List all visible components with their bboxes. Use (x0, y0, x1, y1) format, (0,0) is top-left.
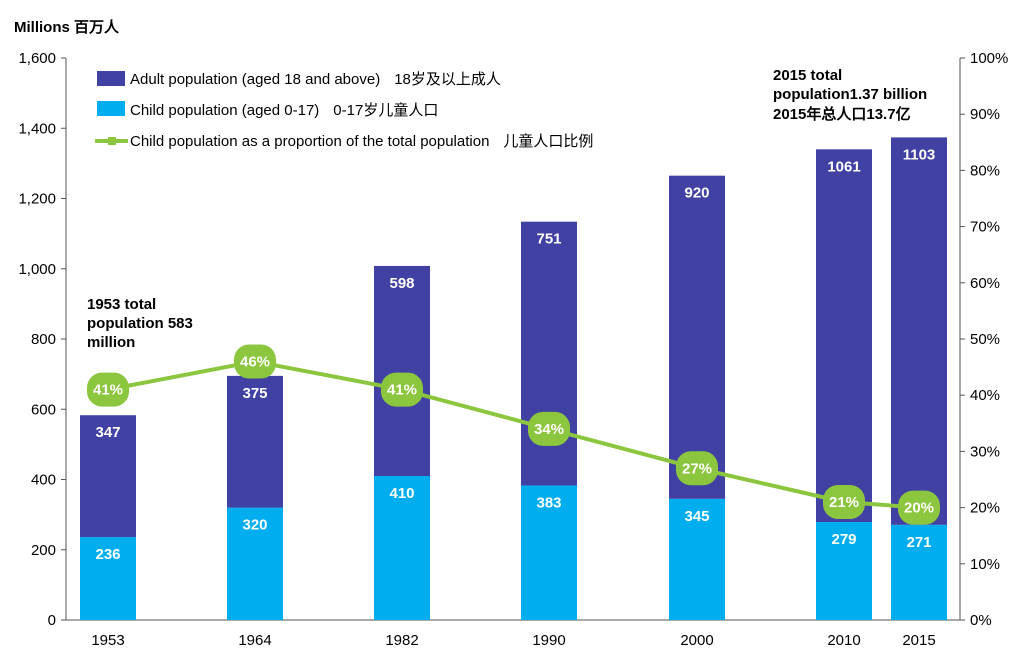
proportion-label-1964: 46% (240, 353, 270, 370)
y2-tick-label: 10% (970, 556, 1000, 573)
x-labels: 1953 1964 1982 1990 2000 2010 2015 (91, 632, 935, 649)
x-tick-label: 2000 (680, 632, 713, 649)
bar-label-adult-2000: 920 (684, 185, 709, 202)
y-tick-label: 200 (31, 542, 56, 559)
bar-label-adult-1982: 598 (389, 275, 414, 292)
bar-adult-2015 (891, 137, 947, 525)
y-ticks: 0 200 400 600 800 1,000 1,200 1,400 1,600 (18, 50, 66, 629)
annotation-2015-line-3: 2015年总人口13.7亿 (773, 105, 911, 123)
y2-tick-label: 100% (970, 50, 1008, 67)
proportion-marker-2015 (898, 490, 940, 525)
y-tick-label: 1,600 (18, 50, 56, 67)
legend-line-marker (108, 137, 116, 145)
chart-title: Millions 百万人 (14, 19, 120, 36)
y-tick-label: 1,000 (18, 261, 56, 278)
proportion-label-1953: 41% (93, 382, 123, 399)
legend-swatch-adult (97, 71, 125, 86)
y-tick-label: 0 (48, 612, 56, 629)
annotation-2015-total: 2015 total population1.37 billion 2015年总… (773, 67, 927, 123)
y2-tick-label: 80% (970, 162, 1000, 179)
annotation-2015-line-1: 2015 total (773, 67, 842, 84)
bar-label-child-2010: 279 (831, 531, 856, 548)
proportion-label-2010: 21% (829, 494, 859, 511)
bar-child-1990 (521, 485, 577, 620)
bar-adult-1982 (374, 265, 430, 476)
annotation-1953-line-2: population 583 (87, 315, 193, 332)
annotation-1953-line-1: 1953 total (87, 296, 156, 313)
bar-child-2010 (816, 522, 872, 620)
proportion-label-1982: 41% (387, 382, 417, 399)
y-tick-label: 1,200 (18, 191, 56, 208)
bar-label-adult-2010: 1061 (827, 158, 860, 175)
proportion-marker-1982 (381, 372, 423, 407)
y-tick-label: 1,400 (18, 120, 56, 137)
bar-adult-2010 (816, 149, 872, 523)
y2-tick-label: 70% (970, 219, 1000, 236)
y2-tick-label: 50% (970, 331, 1000, 348)
y-tick-label: 600 (31, 401, 56, 418)
bar-label-adult-2015: 1103 (903, 146, 936, 163)
y2-tick-label: 90% (970, 106, 1000, 123)
x-tick-label: 1990 (532, 632, 565, 649)
proportion-label-2015: 20% (904, 500, 934, 517)
y2-tick-label: 60% (970, 275, 1000, 292)
x-tick-label: 1964 (238, 632, 271, 649)
bar-label-adult-1964: 375 (242, 385, 267, 402)
bar-child-1964 (227, 507, 283, 620)
legend-label-child: Child population (aged 0-17) 0-17岁儿童人口 (130, 101, 438, 119)
legend-label-adult: Adult population (aged 18 and above) 18岁及… (130, 71, 501, 88)
bar-label-child-1982: 410 (389, 485, 414, 502)
y-tick-label: 400 (31, 472, 56, 489)
annotation-2015-line-2: population1.37 billion (773, 86, 927, 103)
annotation-1953-total: 1953 total population 583 million (87, 296, 193, 351)
x-tick-label: 1982 (385, 632, 418, 649)
annotation-1953-line-3: million (87, 334, 135, 351)
proportion-marker-1964 (234, 344, 276, 379)
bar-child-2015 (891, 524, 947, 620)
x-tick-label: 2015 (902, 632, 935, 649)
proportion-marker-1990 (528, 411, 570, 446)
bar-child-1982 (374, 475, 430, 620)
x-tick-label: 2010 (827, 632, 860, 649)
bars: 236 347 320 375 410 598 383 751 345 920 279 1061 271… (80, 137, 947, 620)
bar-label-child-1964: 320 (242, 517, 267, 534)
bar-label-adult-1990: 751 (536, 231, 561, 248)
y2-tick-label: 40% (970, 387, 1000, 404)
y2-tick-label: 0% (970, 612, 992, 629)
bar-adult-1964 (227, 375, 283, 508)
bar-adult-2000 (669, 175, 725, 499)
bar-label-child-1953: 236 (95, 546, 120, 563)
y-tick-label: 800 (31, 331, 56, 348)
y2-ticks: 0% 10% 20% 30% 40% 50% 60% 70% 80% 90% 100% (960, 50, 1008, 629)
proportion-label-2000: 27% (682, 460, 712, 477)
legend-swatch-child (97, 101, 125, 116)
bar-label-child-2000: 345 (684, 508, 709, 525)
legend: Adult population (aged 18 and above) 18岁及… (95, 71, 593, 150)
legend-label-proportion: Child population as a proportion of the … (130, 132, 593, 150)
bar-child-1953 (80, 537, 136, 620)
bar-label-adult-1953: 347 (95, 424, 120, 441)
proportion-marker-2000 (676, 451, 718, 486)
x-tick-label: 1953 (91, 632, 124, 649)
proportion-marker-1953 (87, 372, 129, 407)
bar-adult-1953 (80, 415, 136, 538)
y2-tick-label: 20% (970, 500, 1000, 517)
proportion-marker-2010 (823, 484, 865, 519)
bar-child-2000 (669, 498, 725, 620)
proportion-label-1990: 34% (534, 421, 564, 438)
proportion-line-layer: 41% 46% 41% 34% 27% 21% 20% (87, 344, 940, 525)
bar-label-child-2015: 271 (906, 534, 931, 551)
bar-label-child-1990: 383 (536, 494, 561, 511)
y2-tick-label: 30% (970, 443, 1000, 460)
